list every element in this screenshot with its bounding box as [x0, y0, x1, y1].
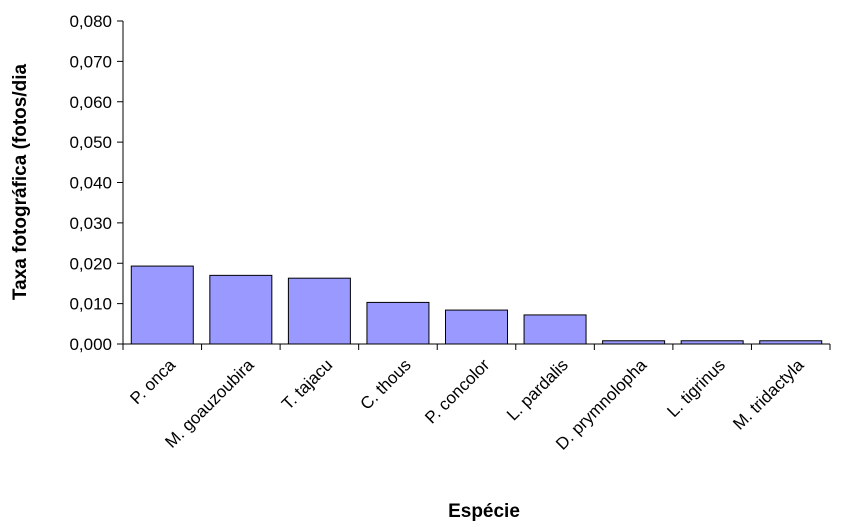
- y-tick-label: 0,000: [69, 335, 112, 354]
- y-tick-label: 0,020: [69, 254, 112, 273]
- bar: [130, 265, 194, 345]
- bar: [287, 277, 351, 345]
- bar: [366, 301, 430, 345]
- y-tick-label: 0,050: [69, 133, 112, 152]
- y-tick-label: 0,030: [69, 214, 112, 233]
- x-tick-label: T. tajacu: [278, 355, 336, 413]
- y-tick-label: 0,040: [69, 174, 112, 193]
- x-tick-label: P. concolor: [421, 355, 493, 427]
- bars: [130, 265, 823, 345]
- bar: [209, 274, 273, 345]
- y-axis-title: Taxa fotográfica (fotos/dia: [10, 64, 31, 301]
- x-tick-label: M. tridactyla: [729, 355, 808, 434]
- x-tick-label: L. pardalis: [503, 355, 572, 424]
- bar: [445, 309, 508, 345]
- x-tick-label: C. thous: [357, 355, 415, 413]
- y-tick-labels: 0,000 0,010 0,020 0,030 0,040 0,050 0,060 0,070…: [69, 12, 112, 354]
- x-tick-label: P. onca: [126, 355, 179, 408]
- y-tick-label: 0,060: [69, 93, 112, 112]
- y-tick-label: 0,070: [69, 52, 112, 71]
- x-tick-label: L. tigrinus: [663, 355, 729, 421]
- x-axis-ticks: [122, 344, 831, 350]
- x-axis-title: Espécie: [448, 501, 520, 522]
- y-axis-ticks: [117, 20, 123, 345]
- bar: [523, 314, 587, 345]
- y-tick-label: 0,080: [69, 12, 112, 31]
- y-tick-label: 0,010: [69, 295, 112, 314]
